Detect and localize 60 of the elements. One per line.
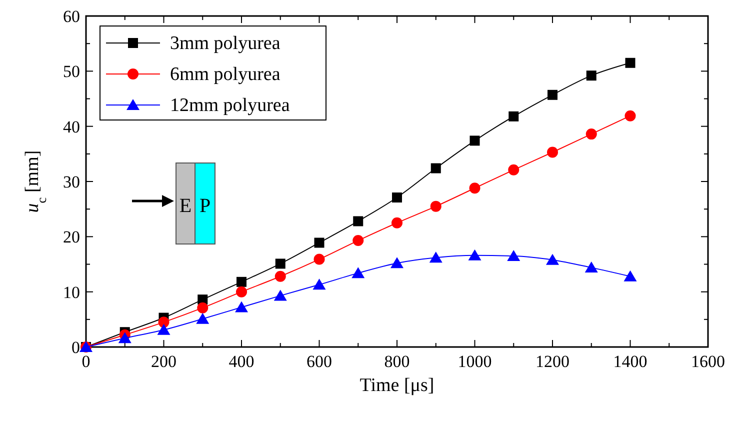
layer-diagram: E P [176,162,216,244]
y-tick-label: 30 [63,172,80,192]
x-tick-label: 1000 [458,352,492,371]
legend-label: 12mm polyurea [170,95,290,116]
x-tick-label: 1600 [691,352,725,371]
point [430,200,442,212]
point [508,111,519,122]
point [158,316,170,328]
point [470,136,480,146]
point [625,58,636,68]
annotation: E [179,195,192,217]
x-tick-label: 800 [384,352,410,371]
y-tick-label: 50 [63,62,80,82]
point [624,270,637,282]
point [314,254,325,265]
legend-label: 6mm polyurea [170,64,281,85]
point [353,216,364,226]
point [312,278,326,290]
point [586,128,597,140]
x-tick-label: 600 [306,352,332,371]
point [429,252,442,263]
point [430,163,441,174]
point [586,70,596,81]
point [275,258,286,269]
x-tick-label: 1400 [613,352,648,371]
legend-label: 3mm polyurea [170,33,281,54]
x-axis-title: Time [μs] [360,375,434,396]
point [197,302,208,314]
point [392,192,402,202]
point [469,182,480,194]
point [274,290,287,301]
y-tick-label: 40 [63,117,80,136]
point [508,164,520,176]
point [236,276,246,287]
point [236,286,247,298]
y-tick-label: 20 [63,228,80,247]
point [507,250,520,261]
point [390,257,404,268]
point [548,90,558,100]
point [468,249,482,260]
point [392,217,402,228]
y-tick-label: 10 [63,282,80,302]
x-tick-label: 400 [228,352,254,371]
point [235,301,248,312]
y-tick-label: 60 [63,7,80,26]
annotation: P [199,195,211,217]
x-tick-label: 200 [151,352,176,371]
point [314,238,324,248]
point [196,312,210,324]
y-tick-label: 0 [72,338,80,357]
point [584,262,598,273]
point [624,110,636,122]
point [352,267,365,278]
point [546,254,559,265]
point [547,146,558,158]
point [352,235,364,246]
x-tick-label: 1200 [536,352,570,371]
point [157,324,170,335]
point [274,270,286,282]
point [118,332,132,344]
